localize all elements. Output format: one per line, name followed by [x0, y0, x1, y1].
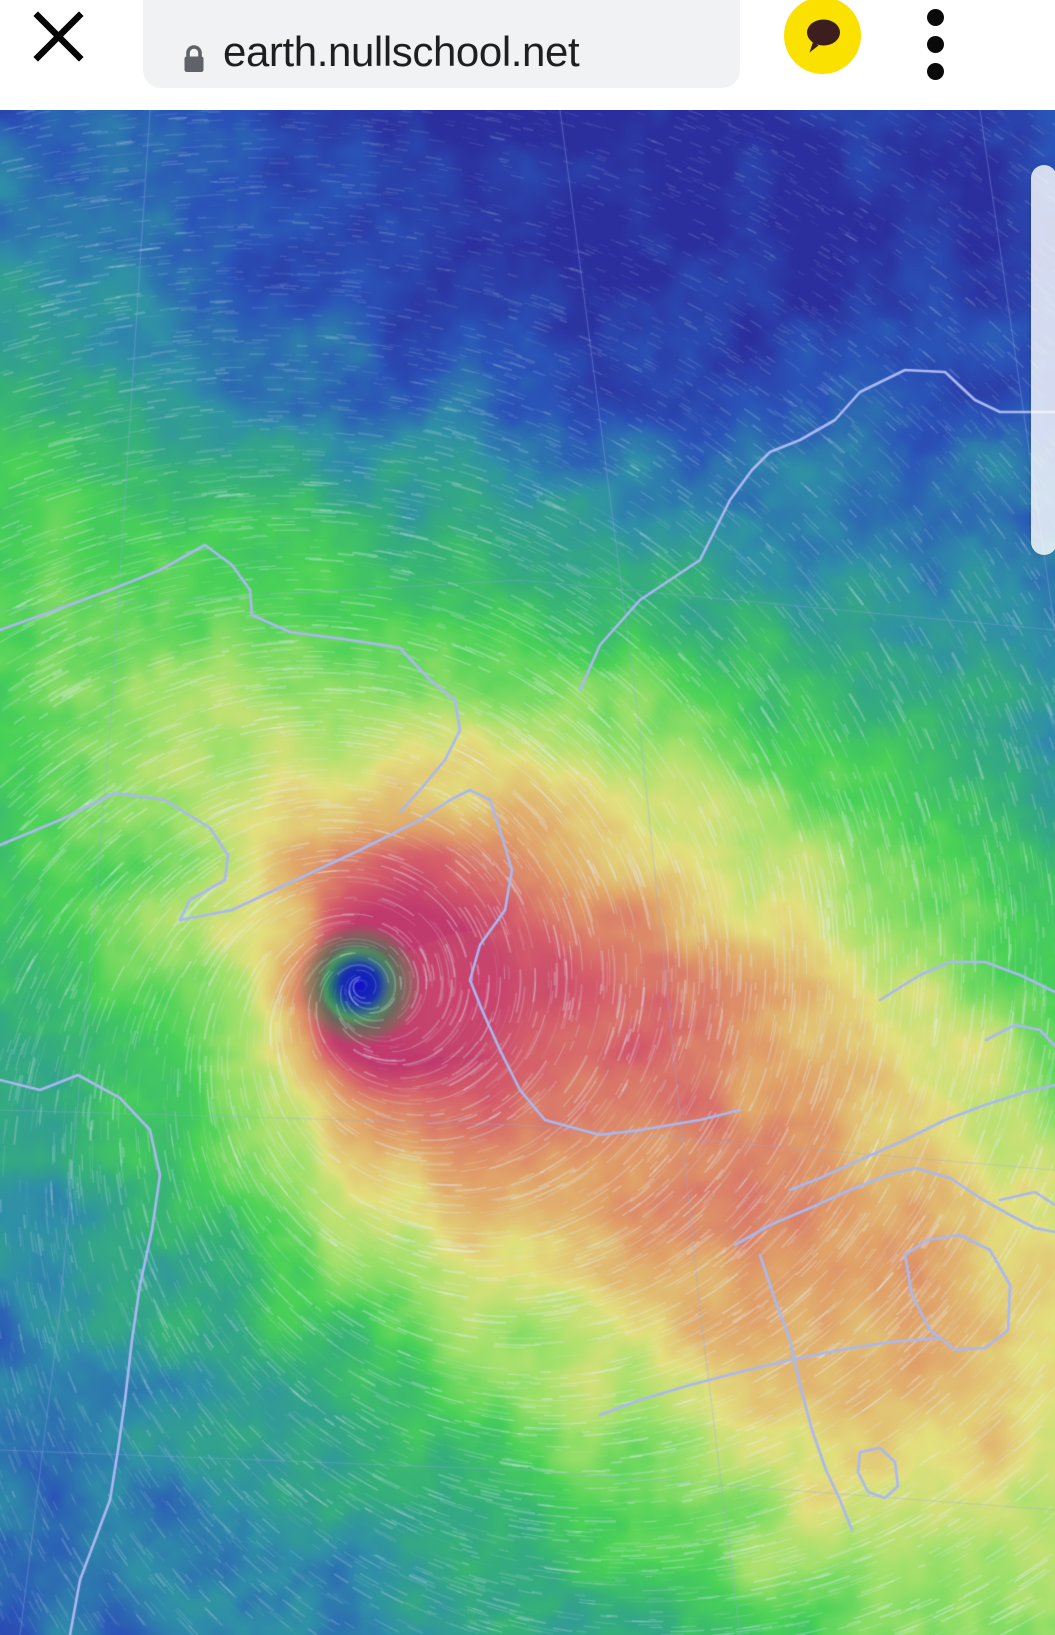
menu-dot	[927, 63, 944, 80]
vertical-scrollbar-thumb[interactable]	[1031, 165, 1055, 555]
menu-dot	[927, 36, 944, 53]
kakaotalk-brand-button[interactable]	[784, 0, 861, 74]
overflow-menu-button[interactable]	[914, 0, 958, 76]
url-bar[interactable]: earth.nullschool.net	[143, 0, 740, 88]
three-dot-vertical-menu-icon	[927, 9, 944, 26]
browser-header: earth.nullschool.net	[0, 0, 1055, 110]
url-text: earth.nullschool.net	[223, 30, 579, 74]
earth-nullschool-wind-canvas[interactable]	[0, 110, 1055, 1635]
kakaotalk-speech-bubble-icon	[784, 0, 861, 74]
lock-icon	[181, 44, 207, 74]
close-x-icon	[22, 0, 94, 72]
wind-map-viewport[interactable]	[0, 110, 1055, 1635]
close-button[interactable]	[22, 0, 94, 72]
